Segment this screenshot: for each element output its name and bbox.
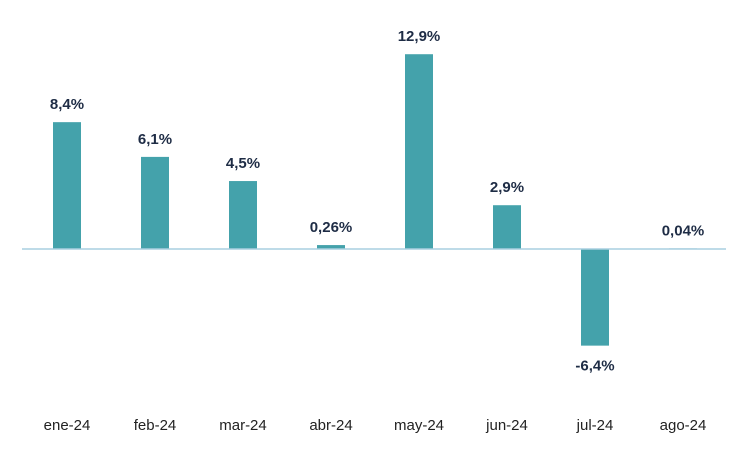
data-label-jun-24: 2,9%	[490, 179, 524, 196]
bar-may-24	[405, 54, 433, 250]
data-labels-group: 8,4% 6,1% 4,5% 0,26% 12,9% 2,9% -6,4% 0,04%	[50, 28, 704, 374]
x-tick-label-ene-24: ene-24	[44, 417, 91, 434]
bar-ene-24	[53, 122, 81, 249]
bar-jun-24	[493, 205, 521, 249]
data-label-may-24: 12,9%	[398, 28, 441, 45]
x-axis-tick-labels: ene-24 feb-24 mar-24 abr-24 may-24 jun-24 jul-…	[44, 417, 707, 434]
bar-mar-24	[229, 181, 257, 249]
x-tick-label-jun-24: jun-24	[485, 417, 528, 434]
data-label-ene-24: 8,4%	[50, 96, 84, 113]
bar-abr-24	[317, 245, 345, 249]
data-label-jul-24: -6,4%	[575, 358, 614, 375]
data-label-ago-24: 0,04%	[662, 222, 705, 239]
bars-group	[53, 54, 697, 346]
data-label-mar-24: 4,5%	[226, 155, 260, 172]
bar-jul-24	[581, 249, 609, 346]
bar-feb-24	[141, 156, 169, 249]
x-tick-label-may-24: may-24	[394, 417, 444, 434]
x-tick-label-abr-24: abr-24	[309, 417, 352, 434]
data-label-abr-24: 0,26%	[310, 219, 353, 236]
data-label-feb-24: 6,1%	[138, 131, 172, 148]
x-tick-label-jul-24: jul-24	[576, 417, 614, 434]
x-tick-label-feb-24: feb-24	[134, 417, 177, 434]
x-tick-label-mar-24: mar-24	[219, 417, 267, 434]
x-tick-label-ago-24: ago-24	[660, 417, 707, 434]
